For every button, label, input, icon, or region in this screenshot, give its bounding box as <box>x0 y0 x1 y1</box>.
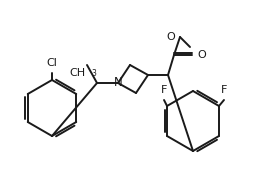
Text: F: F <box>221 85 227 95</box>
Text: O: O <box>197 50 206 60</box>
Text: CH: CH <box>70 68 86 78</box>
Text: O: O <box>166 32 175 42</box>
Text: Cl: Cl <box>47 58 57 68</box>
Text: F: F <box>161 85 167 95</box>
Text: N: N <box>114 76 122 90</box>
Text: 3: 3 <box>91 69 96 78</box>
